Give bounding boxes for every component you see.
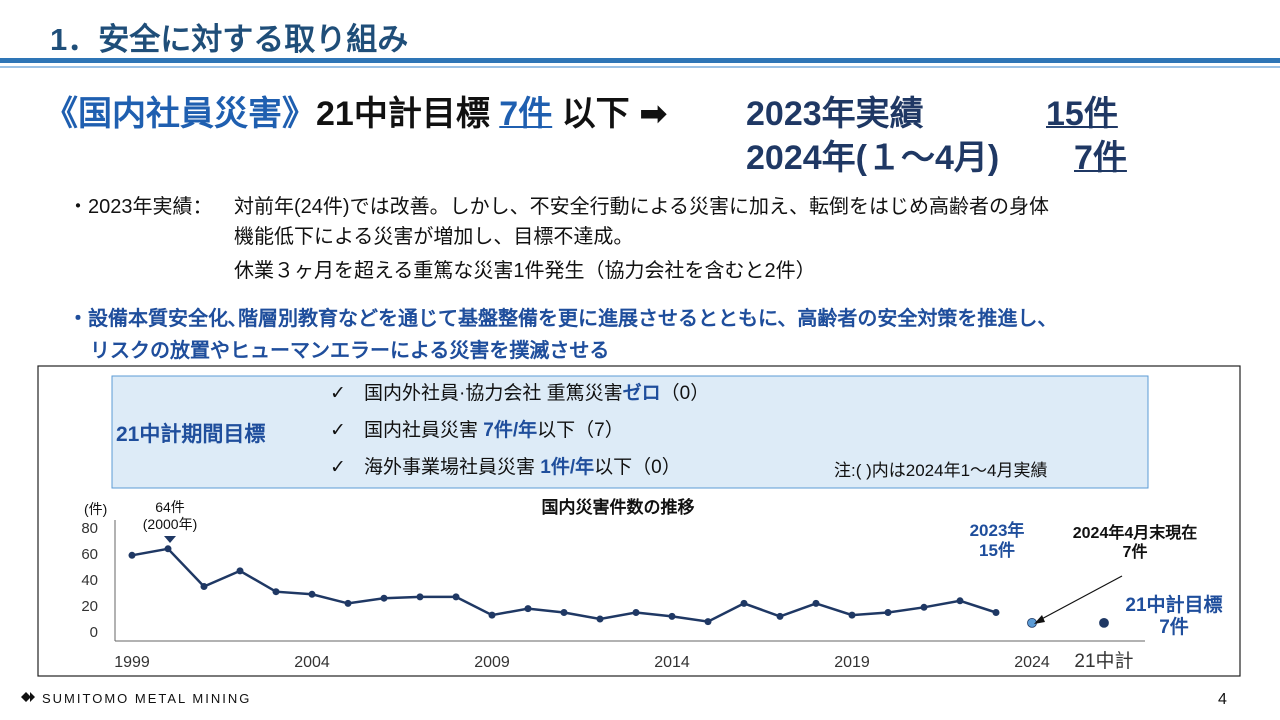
target-box — [111, 375, 1149, 489]
actual-2024-label: 2024年(１～4月) — [746, 139, 1000, 177]
x-tick-label: 2019 — [834, 654, 870, 671]
data-point — [704, 618, 712, 626]
panel-frame — [37, 365, 1241, 677]
target-item: 国内外社員·協力会社 重篤災害ゼロ（0） — [364, 381, 709, 404]
target-item-part: 1件/年 — [540, 455, 594, 478]
x-tick-label: 2009 — [474, 654, 510, 671]
annotation: 2024年4月末現在 — [1073, 523, 1198, 542]
data-point — [596, 615, 604, 623]
target-value: 7件 — [499, 95, 553, 133]
annotation-arrow — [1035, 575, 1123, 623]
check-mark: ✓ — [330, 383, 346, 404]
data-point — [560, 609, 568, 616]
data-point — [236, 567, 244, 575]
target-item: 海外事業場社員災害 1件/年以下（0） — [364, 455, 681, 478]
x-tick-label: 2014 — [654, 654, 690, 671]
y-tick-label: 80 — [81, 520, 98, 537]
data-point — [848, 611, 856, 619]
check-mark: ✓ — [330, 420, 346, 441]
data-point — [200, 583, 208, 590]
target-item-part: 以下（0） — [594, 456, 681, 478]
target-item-part: 国内社員災害 — [364, 419, 483, 441]
chart-title: 国内災害件数の推移 — [542, 497, 695, 517]
slide-title: 1．安全に対する取り組み — [50, 22, 409, 57]
y-tick-label: 0 — [90, 624, 98, 641]
target-item-part: 7件/年 — [483, 418, 537, 441]
data-point — [488, 611, 496, 619]
data-point — [272, 588, 280, 596]
annotation: 64件 — [155, 499, 185, 515]
target-item-part: （0） — [661, 382, 710, 404]
policy-line: リスクの放置やヒューマンエラーによる災害を撲滅させる — [90, 340, 610, 362]
title-rule — [0, 66, 1280, 68]
note-line: 対前年(24件)では改善。しかし、不安全行動による災害に加え、転倒をはじめ高齢者… — [234, 196, 1049, 218]
target-label: 21中計目標 — [316, 95, 490, 133]
target-item-part: 海外事業場社員災害 — [364, 456, 540, 478]
data-point — [632, 609, 640, 616]
target-item-part: 以下（7） — [537, 419, 624, 441]
annotation: 21中計目標 — [1125, 593, 1222, 616]
logo: SUMITOMO METAL MINING — [21, 691, 251, 706]
title-rule — [0, 58, 1280, 63]
data-point — [812, 599, 820, 607]
x-tick-label: 1999 — [114, 654, 150, 671]
y-axis-label: (件) — [84, 501, 107, 517]
headline: 《国内社員災害》21中計目標 7件 以下 ➡ — [44, 86, 668, 135]
x-tick-label: 2024 — [1014, 654, 1050, 671]
target-title: 21中計期間目標 — [116, 422, 265, 446]
data-point — [344, 599, 352, 607]
arrow: ➡ — [639, 95, 668, 133]
x-tick-label: 2004 — [294, 654, 330, 671]
data-point — [956, 597, 964, 605]
annotation: 7件 — [1159, 615, 1189, 638]
data-point — [452, 593, 460, 601]
policy-line: ・設備本質安全化､階層別教育などを通じて基盤整備を更に進展させるとともに、高齢者… — [68, 308, 1058, 330]
data-point — [128, 551, 136, 559]
data-point — [740, 599, 748, 607]
headline-label: 《国内社員災害》 — [44, 95, 316, 133]
data-point — [884, 609, 892, 616]
data-point — [992, 609, 1000, 616]
data-point — [920, 603, 928, 611]
logo-text: SUMITOMO METAL MINING — [42, 691, 251, 706]
y-tick-label: 20 — [81, 598, 98, 615]
target-item-part: 国内外社員·協力会社 重篤災害 — [364, 382, 623, 404]
data-point — [776, 612, 784, 620]
target-item-part: ゼロ — [623, 381, 661, 404]
note-line: 休業３ヶ月を超える重篤な災害1件発生（協力会社を含むと2件） — [234, 260, 816, 282]
chart: 国内災害件数の推移 (件) 0 20 40 60 80 1999 2004 2009 2014 201… — [81, 497, 1222, 672]
annotation: 15件 — [979, 540, 1015, 560]
annotation: 7件 — [1123, 542, 1148, 561]
check-mark: ✓ — [330, 457, 346, 478]
target-suffix: 以下 — [561, 95, 630, 133]
x-tick-label: 21中計 — [1074, 650, 1133, 672]
data-point — [668, 612, 676, 620]
note-line: 機能低下による災害が増加し、目標不達成。 — [234, 226, 634, 248]
annotation-pointer — [164, 536, 176, 543]
actual-2023-label: 2023年実績 — [746, 95, 924, 133]
data-point — [1099, 618, 1109, 628]
data-point — [524, 605, 532, 613]
data-point — [164, 545, 172, 553]
data-point — [380, 594, 388, 602]
note-label: ・2023年実績： — [68, 196, 213, 218]
actual-2023-value: 15件 — [1046, 95, 1118, 133]
page-number: 4 — [1218, 691, 1227, 708]
annotation-arrowhead — [1034, 615, 1045, 624]
target-list: ✓ 国内外社員·協力会社 重篤災害ゼロ（0） ✓ 国内社員災害 7件/年以下（7） ✓ 海… — [330, 381, 709, 478]
data-point — [308, 590, 316, 598]
y-tick-label: 40 — [81, 572, 98, 589]
annotation: 2023年 — [970, 520, 1025, 540]
target-item: 国内社員災害 7件/年以下（7） — [364, 418, 624, 441]
data-point — [416, 593, 424, 601]
y-tick-label: 60 — [81, 546, 98, 563]
actual-2024-value: 7件 — [1074, 139, 1127, 177]
target-note: 注:( )内は2024年1～4月実績 — [834, 461, 1048, 480]
annotation: (2000年) — [143, 516, 197, 532]
